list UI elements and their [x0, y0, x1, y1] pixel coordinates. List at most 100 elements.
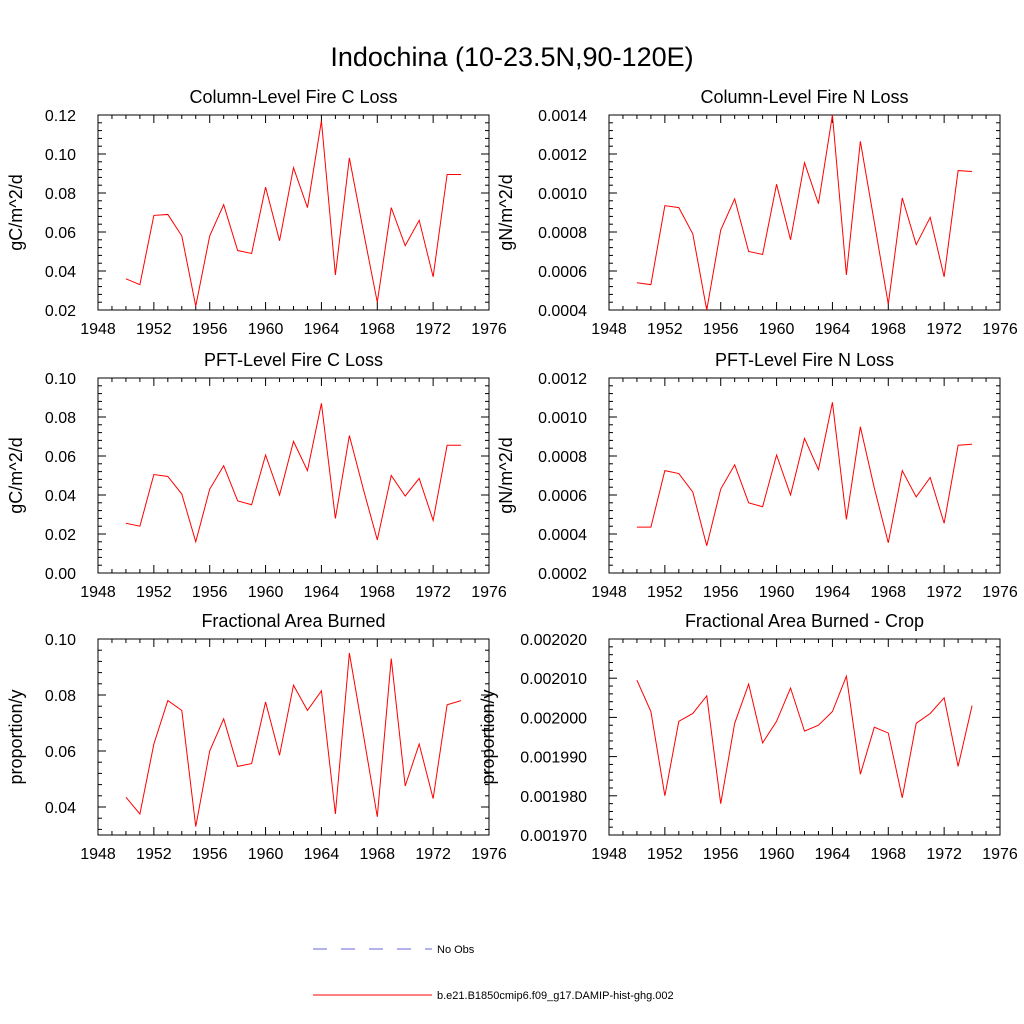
x-tick-label: 1972	[926, 321, 962, 338]
y-axis-label: proportion/y	[478, 689, 498, 784]
x-tick-label: 1976	[471, 846, 507, 863]
y-axis-label: gC/m^2/d	[6, 437, 26, 513]
legend-label-model: b.e21.B1850cmip6.f09_g17.DAMIP-hist-ghg.…	[437, 990, 674, 1002]
y-tick-label: 0.001970	[520, 828, 587, 845]
plot-frame	[97, 638, 490, 836]
panel-2: Column-Level Fire N Loss gN/m^2/d 1948 1952…	[496, 87, 1018, 338]
x-tick-label: 1952	[136, 584, 172, 601]
y-tick-label: 0.0002	[538, 566, 587, 583]
x-tick-label: 1948	[80, 321, 116, 338]
y-tick-label: 0.002010	[520, 671, 587, 688]
y-tick-label: 0.12	[45, 108, 76, 125]
x-tick-label: 1972	[415, 846, 451, 863]
y-tick-label: 0.0010	[538, 410, 587, 427]
x-tick-label: 1952	[647, 321, 683, 338]
panel-5: Fractional Area Burned proportion/y 1948 19…	[6, 611, 507, 863]
y-tick-label: 0.0012	[538, 147, 587, 164]
panel-3: PFT-Level Fire C Loss gC/m^2/d 1948 1952 195…	[6, 350, 507, 601]
plot-frame	[97, 114, 490, 311]
y-tick-label: 0.0012	[538, 371, 587, 388]
panel-title: Fractional Area Burned	[201, 611, 385, 631]
x-tick-label: 1960	[248, 321, 284, 338]
y-tick-label: 0.002000	[520, 710, 587, 727]
panel-6: Fractional Area Burned - Crop proportion/…	[478, 611, 1018, 863]
x-tick-label: 1952	[647, 584, 683, 601]
y-tick-label: 0.06	[45, 449, 76, 466]
x-tick-label: 1964	[815, 584, 851, 601]
x-tick-label: 1968	[870, 846, 906, 863]
x-tick-label: 1972	[415, 584, 451, 601]
y-axis-label: gN/m^2/d	[496, 437, 516, 513]
x-tick-label: 1960	[248, 846, 284, 863]
series-line	[636, 674, 973, 804]
series-line	[125, 652, 462, 827]
x-tick-label: 1956	[192, 846, 228, 863]
y-tick-label: 0.04	[45, 488, 76, 505]
x-tick-label: 1956	[703, 321, 739, 338]
panel-title: Column-Level Fire N Loss	[700, 87, 908, 107]
plot-frame	[608, 377, 1001, 574]
panel-title: PFT-Level Fire C Loss	[204, 350, 383, 370]
x-tick-label: 1968	[870, 584, 906, 601]
panel-1: Column-Level Fire C Loss gC/m^2/d 1948 1952…	[6, 87, 507, 338]
y-tick-label: 0.0014	[538, 108, 587, 125]
series-line	[125, 120, 462, 307]
panel-title: Column-Level Fire C Loss	[189, 87, 397, 107]
y-tick-label: 0.002020	[520, 632, 587, 649]
y-tick-label: 0.001990	[520, 750, 587, 767]
x-tick-label: 1964	[304, 846, 340, 863]
y-tick-label: 0.08	[45, 186, 76, 203]
x-tick-label: 1964	[815, 846, 851, 863]
x-tick-label: 1972	[926, 846, 962, 863]
x-tick-label: 1956	[192, 584, 228, 601]
x-tick-label: 1976	[471, 584, 507, 601]
y-tick-label: 0.06	[45, 225, 76, 242]
x-tick-label: 1948	[591, 321, 627, 338]
x-tick-label: 1964	[815, 321, 851, 338]
panels: Column-Level Fire C Loss gC/m^2/d 1948 1952…	[6, 87, 1018, 863]
x-tick-label: 1956	[703, 846, 739, 863]
x-tick-label: 1956	[192, 321, 228, 338]
x-tick-label: 1972	[415, 321, 451, 338]
x-tick-label: 1968	[359, 584, 395, 601]
panel-title: PFT-Level Fire N Loss	[715, 350, 894, 370]
x-tick-label: 1960	[759, 321, 795, 338]
y-tick-label: 0.0008	[538, 225, 587, 242]
y-tick-label: 0.08	[45, 688, 76, 705]
x-tick-label: 1956	[703, 584, 739, 601]
figure-title: Indochina (10-23.5N,90-120E)	[330, 42, 693, 72]
x-tick-label: 1968	[359, 321, 395, 338]
plot-frame	[608, 638, 1001, 836]
x-tick-label: 1968	[359, 846, 395, 863]
y-tick-label: 0.0004	[538, 303, 587, 320]
y-tick-label: 0.02	[45, 527, 76, 544]
plot-frame	[97, 377, 490, 574]
x-tick-label: 1952	[136, 846, 172, 863]
x-tick-label: 1948	[80, 846, 116, 863]
y-tick-label: 0.10	[45, 147, 76, 164]
x-tick-label: 1976	[471, 321, 507, 338]
y-tick-label: 0.10	[45, 371, 76, 388]
y-tick-label: 0.04	[45, 264, 76, 281]
plot-frame	[608, 114, 1001, 311]
x-tick-label: 1964	[304, 584, 340, 601]
y-tick-label: 0.0006	[538, 264, 587, 281]
y-tick-label: 0.06	[45, 744, 76, 761]
y-tick-label: 0.0006	[538, 488, 587, 505]
y-axis-label: proportion/y	[6, 689, 26, 784]
y-tick-label: 0.0010	[538, 186, 587, 203]
x-tick-label: 1972	[926, 584, 962, 601]
x-tick-label: 1948	[591, 846, 627, 863]
panel-4: PFT-Level Fire N Loss gN/m^2/d 1948 1952 195…	[496, 350, 1018, 601]
legend-label-no-obs: No Obs	[437, 944, 475, 956]
x-tick-label: 1948	[591, 584, 627, 601]
panel-title: Fractional Area Burned - Crop	[685, 611, 924, 631]
series-line	[636, 114, 973, 311]
y-axis-label: gN/m^2/d	[496, 174, 516, 250]
x-tick-label: 1976	[982, 321, 1018, 338]
series-line	[125, 403, 462, 544]
y-tick-label: 0.0008	[538, 449, 587, 466]
y-tick-label: 0.04	[45, 800, 76, 817]
x-tick-label: 1976	[982, 846, 1018, 863]
